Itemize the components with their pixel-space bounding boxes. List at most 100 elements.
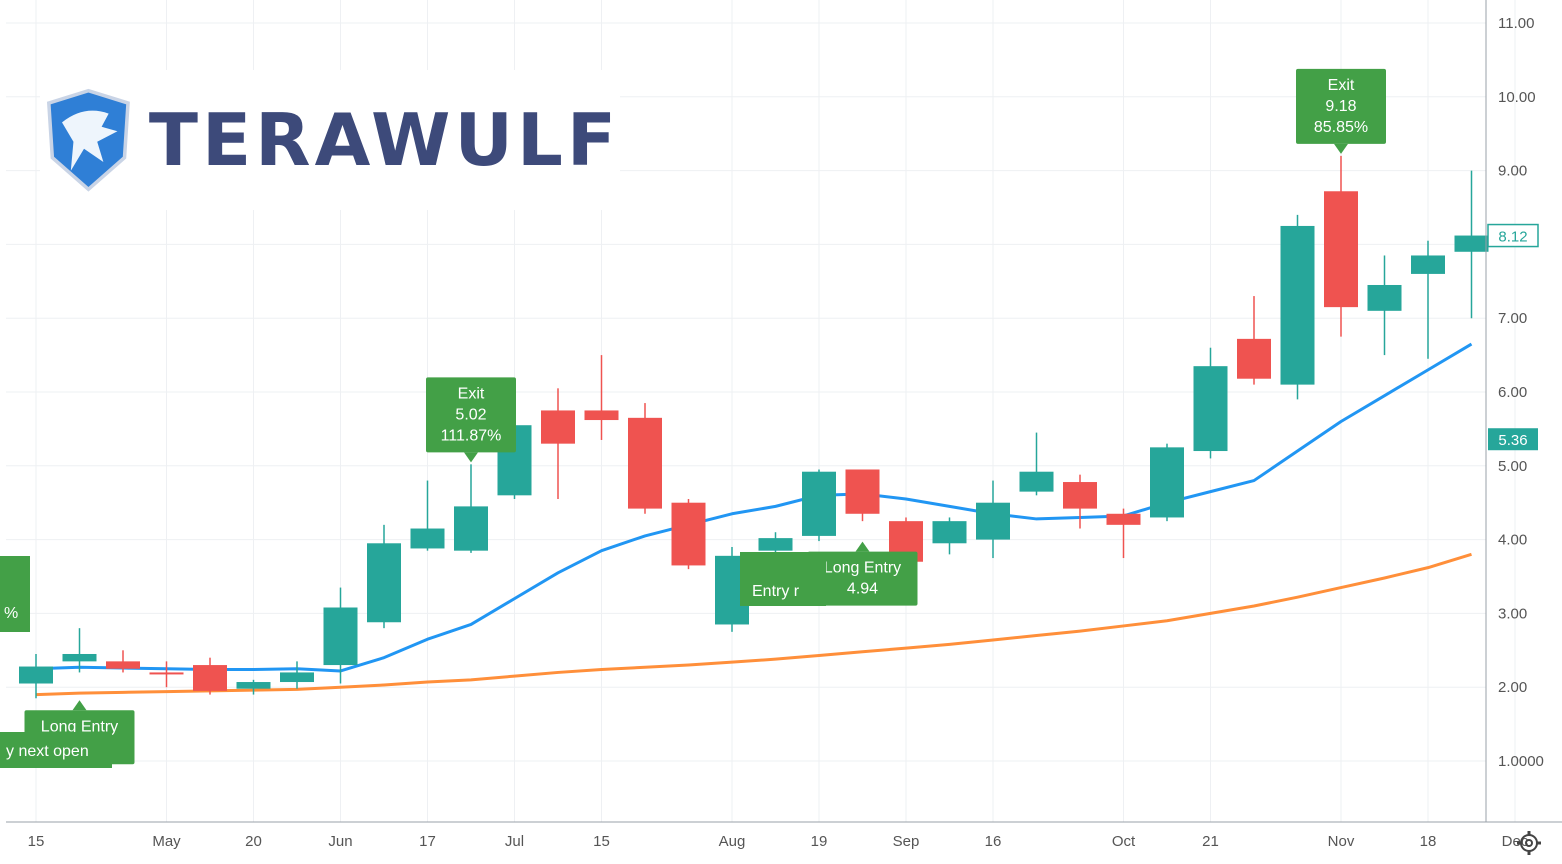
long-entry-signal: Long Entry 4.94 xyxy=(807,541,918,606)
x-tick-label: Jul xyxy=(505,833,524,850)
y-tick-label: 9.00 xyxy=(1498,163,1527,180)
signal-label: 4.94 xyxy=(847,581,878,598)
x-tick-label: Jun xyxy=(328,833,352,850)
x-tick-label: 17 xyxy=(419,833,436,850)
signal-label: 5.02 xyxy=(455,406,486,423)
candle-body xyxy=(1019,471,1054,492)
candle-body xyxy=(1367,284,1402,311)
candle-body xyxy=(1063,482,1097,509)
signal-label: Long Entry xyxy=(824,560,901,577)
signal-label: Exit xyxy=(458,385,485,402)
signal-label: Exit xyxy=(1328,77,1355,94)
x-tick-label: Oct xyxy=(1112,833,1136,850)
x-tick-label: Nov xyxy=(1328,833,1355,850)
candle-body xyxy=(236,682,271,689)
candle-body xyxy=(62,653,97,662)
y-tick-label: 2.00 xyxy=(1498,679,1527,696)
candle-body xyxy=(541,410,575,444)
ma-fast-line xyxy=(35,342,1473,673)
candle-body xyxy=(1454,235,1489,252)
candle-body xyxy=(106,661,140,669)
candle-body xyxy=(671,502,706,566)
tag-label: 8.12 xyxy=(1498,229,1527,246)
signal-fragment: % xyxy=(0,556,30,632)
signal-box xyxy=(426,377,516,453)
candle-body xyxy=(1411,255,1445,274)
candle-body xyxy=(367,543,401,623)
signal-label: Long Entry xyxy=(41,718,118,735)
signal-label: y next open xyxy=(6,743,89,760)
y-tick-label: 3.00 xyxy=(1498,605,1527,622)
candle-body xyxy=(19,666,53,684)
candle-body xyxy=(976,502,1010,540)
y-tick-label: 7.00 xyxy=(1498,310,1527,327)
signal-fragment: Entry r xyxy=(740,552,826,606)
candle-body xyxy=(1193,366,1228,452)
y-tick-label: 4.00 xyxy=(1498,532,1527,549)
price-tag: 8.12 xyxy=(1487,223,1539,248)
candle-body xyxy=(628,417,662,509)
candles xyxy=(19,155,1489,699)
y-tick-label: 5.00 xyxy=(1498,458,1527,475)
exit-signal: Exit 5.02 111.87% xyxy=(426,377,516,463)
candle-body xyxy=(410,528,445,549)
x-tick-label: 20 xyxy=(245,833,262,850)
candle-body xyxy=(1150,447,1184,518)
x-tick-label: 16 xyxy=(985,833,1002,850)
candle-body xyxy=(323,607,358,666)
x-tick-label: 18 xyxy=(1420,833,1437,850)
wolf-shield-icon xyxy=(46,88,130,192)
signal-box xyxy=(807,551,918,606)
candle-body xyxy=(802,471,836,536)
signal-pointer xyxy=(855,541,870,552)
candle-body xyxy=(1280,225,1315,385)
candle-body xyxy=(845,469,880,514)
candle-body xyxy=(193,665,227,691)
gear-icon[interactable] xyxy=(1516,830,1542,856)
logo-text: TERAWULF xyxy=(148,98,620,182)
ma-slow-line xyxy=(35,552,1472,697)
candle-body xyxy=(149,672,184,675)
price-tags: 8.12 5.36 xyxy=(1487,223,1539,451)
signal-label: 9.18 xyxy=(1325,98,1356,115)
x-tick-label: 15 xyxy=(28,833,45,850)
candle-body xyxy=(932,521,967,544)
x-tick-label: 21 xyxy=(1202,833,1219,850)
price-axis[interactable]: 11.00 10.00 9.00 7.00 6.00 5.00 4.00 3.00 2.00 1.… xyxy=(1485,0,1544,822)
candle-body xyxy=(454,506,488,551)
y-tick-label: 10.00 xyxy=(1498,89,1536,106)
terawulf-logo: TERAWULF xyxy=(40,70,620,210)
x-tick-label: Sep xyxy=(893,833,920,850)
signal-box xyxy=(0,732,112,768)
time-axis[interactable]: 15 May 20 Jun 17 Jul 15 Aug 19 Sep 16 Oct 21 Nov 18 Dec xyxy=(6,821,1562,850)
tag-label: 5.36 xyxy=(1498,432,1527,449)
x-tick-label: 15 xyxy=(593,833,610,850)
signal-label: % xyxy=(4,605,18,622)
candle-body xyxy=(1324,191,1358,308)
signal-box xyxy=(0,556,30,632)
x-tick-label: May xyxy=(152,833,181,850)
candle-body xyxy=(758,538,793,551)
signal-pointer xyxy=(464,452,478,463)
price-tag: 5.36 xyxy=(1488,428,1538,451)
y-tick-label: 1.0000 xyxy=(1498,753,1544,770)
signal-label: 111.87% xyxy=(441,427,502,444)
y-tick-label: 6.00 xyxy=(1498,384,1527,401)
moving-averages xyxy=(35,342,1473,697)
signal-label: Entry r xyxy=(752,583,800,600)
tag-bg xyxy=(1487,223,1539,248)
tag-bg xyxy=(1488,428,1538,451)
x-tick-label: Aug xyxy=(719,833,746,850)
y-tick-label: 11.00 xyxy=(1498,15,1534,32)
signal-box xyxy=(1296,68,1386,144)
signal-pointer xyxy=(1334,143,1348,154)
x-tick-label: 19 xyxy=(811,833,828,850)
signal-pointer xyxy=(72,700,87,711)
candle-body xyxy=(1237,338,1271,379)
signal-box xyxy=(740,552,826,606)
candle-body xyxy=(1106,513,1141,525)
candle-body xyxy=(280,672,314,683)
signal-fragment: y next open xyxy=(0,732,112,768)
